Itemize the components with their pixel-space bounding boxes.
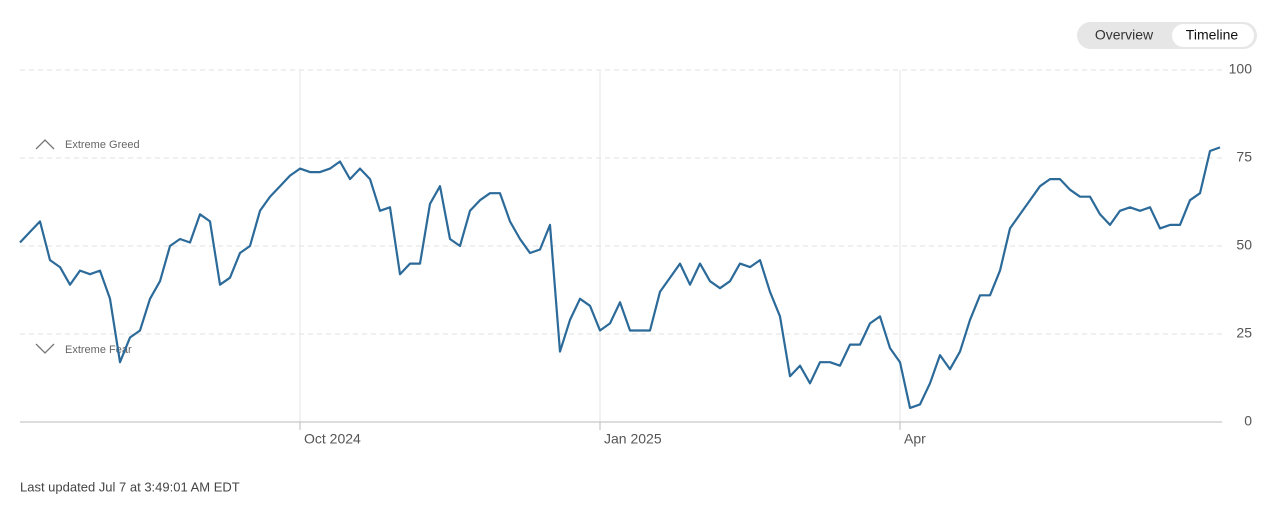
- x-tick-label: Jan 2025: [604, 431, 662, 447]
- greed-chevron: [35, 139, 55, 150]
- x-tick-label: Oct 2024: [304, 431, 361, 447]
- greed-annotation: Extreme Greed: [65, 139, 140, 151]
- y-tick-label: 75: [1236, 149, 1252, 165]
- y-tick-label: 0: [1244, 413, 1252, 429]
- timeline-button[interactable]: Timeline: [1186, 27, 1239, 43]
- fear-annotation: Extreme Fear: [65, 344, 132, 356]
- toggle-active: [1172, 24, 1254, 47]
- x-tick-label: Apr: [904, 431, 926, 447]
- y-tick-label: 50: [1236, 237, 1252, 253]
- y-tick-label: 100: [1229, 61, 1253, 77]
- overview-button[interactable]: Overview: [1095, 27, 1154, 43]
- series-line: [19, 146, 1221, 409]
- y-tick-label: 25: [1236, 325, 1252, 341]
- footer: Last updated Jul 7 at 3:49:01 AM EDT: [20, 479, 240, 494]
- fear-chevron: [35, 343, 55, 354]
